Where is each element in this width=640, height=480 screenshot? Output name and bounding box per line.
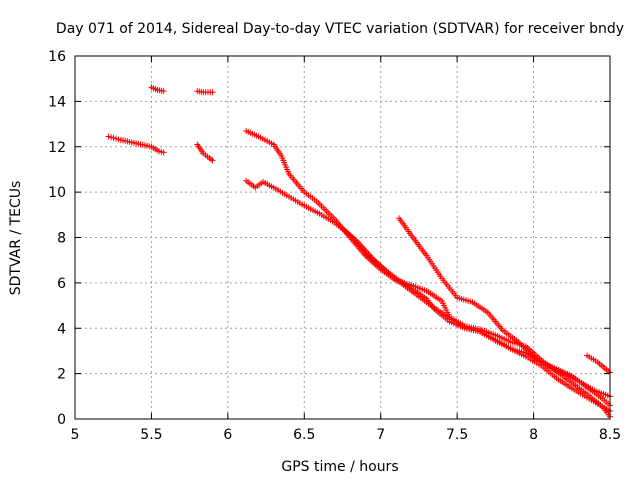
axis-ticks — [74, 55, 611, 420]
x-tick-label: 7.5 — [446, 427, 468, 443]
chart-title: Day 071 of 2014, Sidereal Day-to-day VTE… — [56, 21, 624, 37]
series-arc-8 — [396, 215, 613, 400]
data-markers — [105, 84, 613, 420]
y-tick-label: 10 — [48, 185, 66, 201]
axis-tick-labels: 5 5.5 6 6.5 7 7.5 8 8.5 0 2 4 6 8 10 12 14 16 — [48, 49, 621, 443]
x-tick-label: 8.5 — [599, 427, 621, 443]
series-arc-1 — [105, 133, 167, 156]
data-point-marker — [160, 149, 167, 156]
x-axis-label: GPS time / hours — [281, 459, 398, 475]
x-tick-label: 6.5 — [293, 427, 315, 443]
x-tick-label: 7 — [376, 427, 385, 443]
grid-lines — [75, 56, 610, 419]
series-arc-4 — [194, 141, 216, 164]
series-arc-5 — [243, 127, 613, 420]
x-tick-label: 5.5 — [140, 427, 162, 443]
series-arc-2 — [148, 84, 167, 95]
y-tick-label: 2 — [57, 367, 66, 383]
y-tick-label: 0 — [57, 412, 66, 428]
series-arc-3 — [194, 88, 216, 96]
x-tick-label: 5 — [71, 427, 80, 443]
y-tick-label: 14 — [48, 94, 66, 110]
series-arc-7 — [339, 225, 613, 415]
data-point-marker — [209, 89, 216, 96]
x-tick-label: 8 — [529, 427, 538, 443]
series-arc-9 — [584, 352, 613, 376]
y-tick-label: 8 — [57, 231, 66, 247]
data-point-marker — [208, 156, 215, 163]
x-tick-label: 6 — [223, 427, 232, 443]
y-tick-label: 4 — [57, 321, 66, 337]
data-point-marker — [209, 157, 216, 164]
y-tick-label: 12 — [48, 140, 66, 156]
data-point-marker — [160, 88, 167, 95]
y-axis-label: SDTVAR / TECUs — [8, 181, 24, 296]
y-tick-label: 16 — [48, 49, 66, 65]
y-tick-label: 6 — [57, 276, 66, 292]
